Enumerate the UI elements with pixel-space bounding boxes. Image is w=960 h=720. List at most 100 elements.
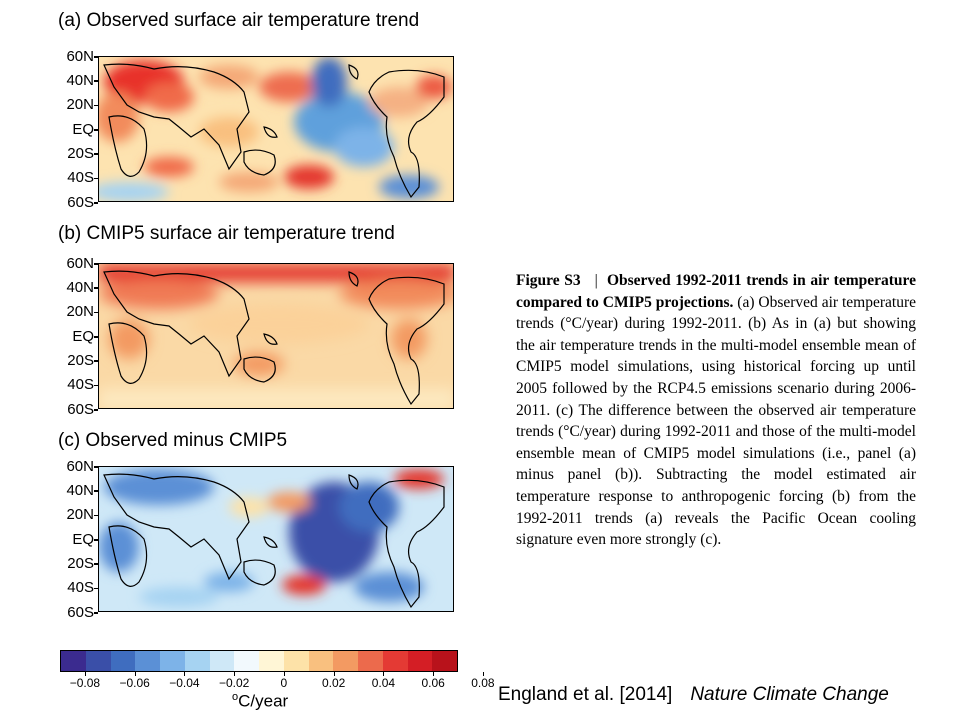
colorbar-tick-label: −0.06: [119, 676, 150, 690]
lat-tick: [94, 129, 98, 131]
lat-tick: [94, 177, 98, 180]
colorbar-tick-label: −0.04: [169, 676, 200, 690]
colorbar-swatch: [333, 651, 358, 671]
lat-tick: [94, 587, 98, 590]
colorbar-tick: [234, 672, 236, 676]
colorbar-swatch: [110, 651, 136, 671]
units-degree: o: [232, 691, 239, 703]
colorbar-swatch: [209, 651, 235, 671]
colorbar-swatch: [358, 651, 383, 671]
units-text: C/year: [238, 691, 289, 711]
lat-tick: [94, 56, 98, 58]
colorbar-tick: [84, 672, 86, 676]
lat-label: 60S: [67, 603, 94, 621]
lat-label: 60N: [66, 254, 94, 272]
panel-c-title: (c) Observed minus CMIP5: [58, 430, 288, 451]
lat-tick: [94, 612, 98, 614]
caption-body: (a) Observed air temperature trends (°C/…: [516, 293, 916, 549]
lat-tick: [94, 263, 98, 265]
colorbar-swatch: [432, 651, 457, 671]
map-observed-trend: [98, 56, 454, 202]
lat-tick: [94, 514, 98, 517]
lat-tick: [94, 336, 98, 338]
colorbar-tick: [134, 672, 136, 676]
map-b-svg: [99, 264, 453, 408]
lat-label: 60S: [67, 400, 94, 418]
colorbar-tick: [184, 672, 186, 676]
lat-tick: [94, 202, 98, 204]
lat-tick: [94, 409, 98, 411]
lat-tick: [94, 80, 98, 82]
colorbar-tick-label: 0.08: [471, 676, 495, 690]
colorbar-swatch: [283, 651, 309, 671]
coastlines-b: [103, 270, 445, 406]
colorbar-swatch: [160, 651, 185, 671]
lat-tick: [94, 563, 98, 565]
map-a-svg: [99, 57, 453, 201]
lat-tick: [94, 490, 98, 492]
lat-label: 40N: [66, 481, 94, 499]
colorbar: [60, 650, 458, 672]
colorbar-swatch: [259, 651, 284, 671]
lat-tick: [94, 287, 98, 289]
colorbar-tick-label: −0.08: [69, 676, 101, 690]
lat-label: 20N: [66, 96, 94, 114]
colorbar-tick: [433, 672, 435, 676]
colorbar-swatch: [184, 651, 210, 671]
figure-caption: Figure S3 | Observed 1992-2011 trends in…: [516, 270, 916, 551]
colorbar-swatch: [135, 651, 160, 671]
lat-tick: [94, 153, 98, 155]
lat-label: 40S: [67, 376, 94, 394]
lat-label: 40N: [66, 71, 94, 89]
lat-label: EQ: [72, 120, 94, 138]
caption-bold-title: Observed 1992-2011 trends in air tempera…: [516, 272, 917, 311]
colorbar-swatch: [61, 651, 86, 671]
colorbar-tick-label: 0: [280, 676, 288, 690]
lat-label: 40S: [67, 579, 94, 597]
colorbar-swatch: [85, 651, 111, 671]
coastlines-c: [103, 473, 445, 609]
lat-label: 40S: [67, 169, 94, 187]
caption-separator: |: [594, 272, 598, 289]
lat-label: EQ: [72, 327, 94, 345]
lat-tick: [94, 539, 98, 541]
colorbar-swatch: [234, 651, 259, 671]
citation-journal: Nature Climate Change: [690, 684, 889, 705]
map-difference: [98, 466, 454, 612]
colorbar-tick: [283, 672, 285, 676]
lat-label: 20N: [66, 303, 94, 321]
colorbar-units: oC/year: [232, 691, 288, 712]
lat-tick: [94, 311, 98, 314]
colorbar-tick-label: −0.02: [218, 676, 250, 690]
coastlines-a: [103, 63, 445, 199]
lat-tick: [94, 360, 98, 362]
caption-label: Figure S3: [516, 272, 581, 289]
colorbar-tick-label: 0.06: [421, 676, 445, 690]
colorbar-swatch: [308, 651, 334, 671]
lat-label: 40N: [66, 278, 94, 296]
lat-label: 60N: [66, 457, 94, 475]
panel-a-title: (a) Observed surface air temperature tre…: [58, 10, 420, 31]
lat-tick: [94, 466, 98, 468]
lat-label: EQ: [72, 530, 94, 548]
colorbar-tick-label: 0.04: [371, 676, 396, 690]
lat-label: 20S: [67, 351, 94, 369]
lat-label: 60S: [67, 193, 94, 211]
lat-label: 20S: [67, 554, 94, 572]
colorbar-tick-label: 0.02: [321, 676, 346, 690]
citation-authors: England et al. [2014]: [498, 684, 673, 705]
lat-label: 20N: [66, 506, 94, 524]
panel-b-title: (b) CMIP5 surface air temperature trend: [58, 223, 395, 244]
citation: England et al. [2014] Nature Climate Chan…: [498, 684, 889, 706]
colorbar-tick: [383, 672, 385, 676]
map-c-svg: [99, 467, 453, 611]
lat-label: 20S: [67, 144, 94, 162]
lat-tick: [94, 384, 98, 387]
map-cmip5-trend: [98, 263, 454, 409]
colorbar-swatch: [382, 651, 408, 671]
colorbar-tick: [333, 672, 335, 676]
colorbar-tick: [482, 672, 484, 676]
lat-label: 60N: [66, 47, 94, 65]
lat-tick: [94, 104, 98, 107]
colorbar-swatch: [407, 651, 433, 671]
